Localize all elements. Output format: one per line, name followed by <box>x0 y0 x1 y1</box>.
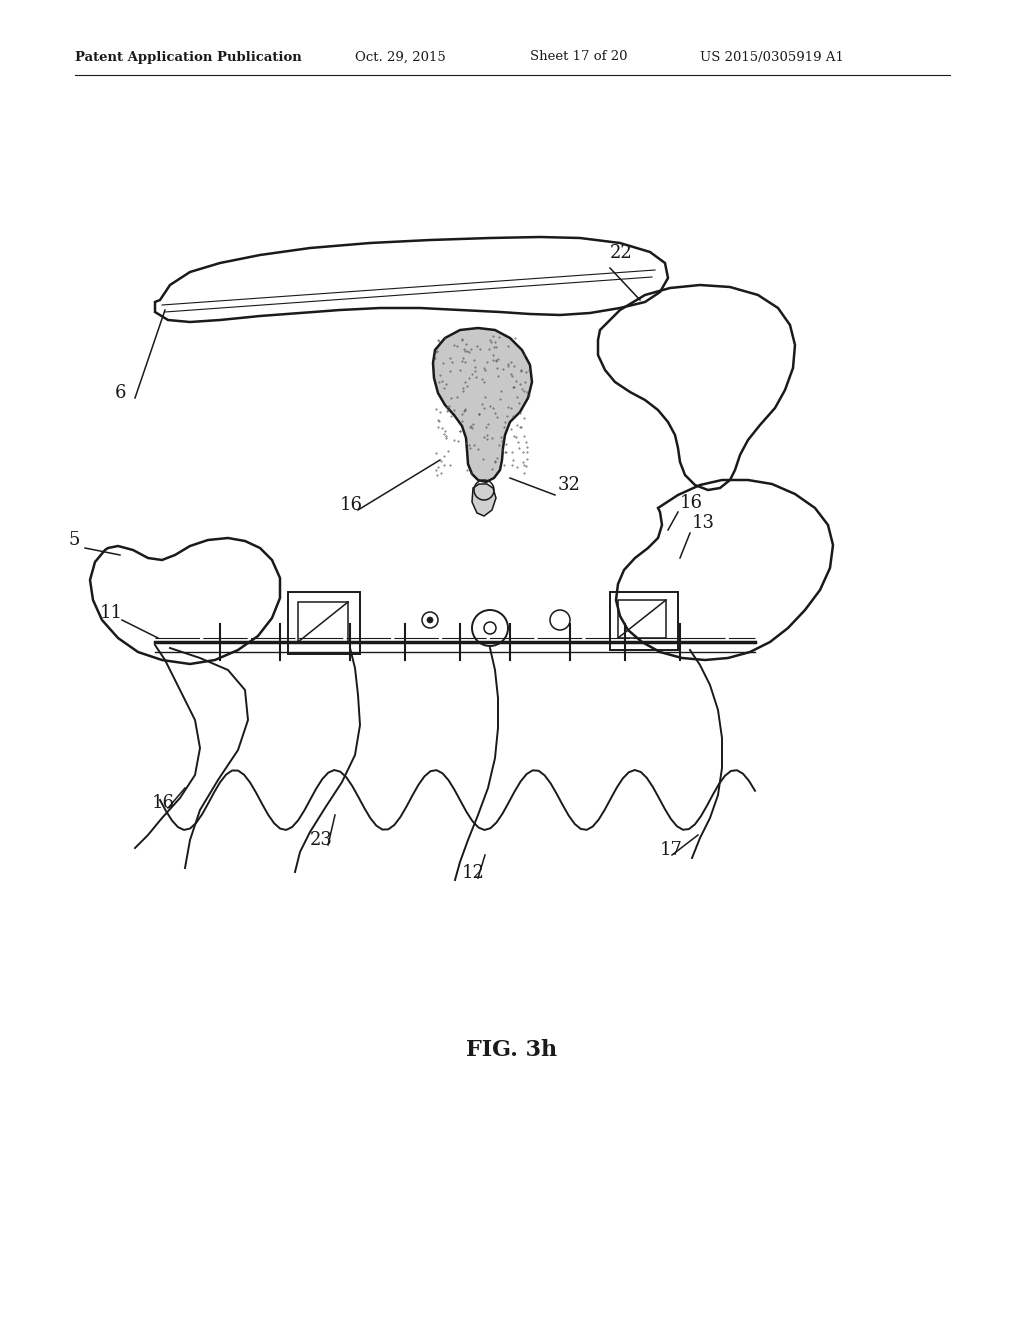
Text: 16: 16 <box>680 494 703 512</box>
Text: 23: 23 <box>310 832 333 849</box>
Bar <box>298 602 348 642</box>
Polygon shape <box>433 327 532 482</box>
Circle shape <box>427 616 433 623</box>
Text: Oct. 29, 2015: Oct. 29, 2015 <box>355 50 445 63</box>
Bar <box>288 591 360 653</box>
Polygon shape <box>472 484 496 516</box>
Text: 12: 12 <box>462 865 485 882</box>
Text: 22: 22 <box>610 244 633 261</box>
Text: 6: 6 <box>115 384 127 403</box>
Text: FIG. 3h: FIG. 3h <box>467 1039 557 1061</box>
Text: 11: 11 <box>100 605 123 622</box>
Text: 16: 16 <box>152 795 175 812</box>
Text: 17: 17 <box>660 841 683 859</box>
Text: 5: 5 <box>68 531 80 549</box>
Bar <box>610 591 678 649</box>
Text: 16: 16 <box>340 496 362 513</box>
Text: US 2015/0305919 A1: US 2015/0305919 A1 <box>700 50 844 63</box>
Text: 13: 13 <box>692 513 715 532</box>
Text: 32: 32 <box>558 477 581 494</box>
Text: Sheet 17 of 20: Sheet 17 of 20 <box>530 50 628 63</box>
Bar <box>618 601 666 638</box>
Text: Patent Application Publication: Patent Application Publication <box>75 50 302 63</box>
